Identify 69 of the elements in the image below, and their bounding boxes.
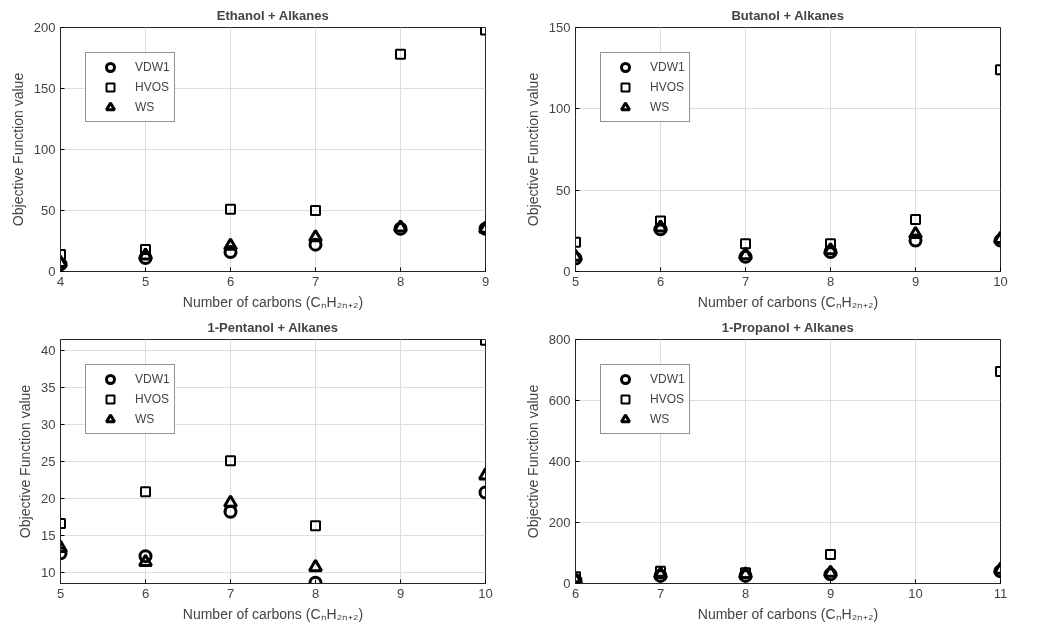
- x-tick-label: 6: [656, 273, 665, 289]
- x-tick-label: 8: [396, 273, 405, 289]
- y-tick-label: 800: [548, 332, 571, 347]
- legend-label: HVOS: [650, 392, 685, 406]
- legend-label: WS: [650, 100, 670, 114]
- y-tick-label: 150: [548, 20, 571, 35]
- x-tick-label: 9: [396, 585, 405, 601]
- legend-label: WS: [650, 412, 670, 426]
- y-axis-title: Objective Function value: [524, 384, 541, 539]
- y-tick-label: 40: [41, 343, 56, 359]
- y-tick-label: 200: [548, 515, 571, 530]
- y-tick-label: 100: [33, 142, 56, 157]
- y-tick-label: 50: [41, 203, 56, 218]
- x-tick-label: 9: [911, 273, 920, 289]
- y-tick-label: 0: [48, 264, 56, 279]
- legend-label: VDW1: [135, 60, 170, 74]
- x-tick-label: 11: [993, 585, 1008, 601]
- y-tick-label: 10: [41, 564, 56, 580]
- y-tick-label: 50: [556, 182, 571, 198]
- x-tick-label: 5: [571, 273, 580, 289]
- x-tick-label: 8: [826, 273, 835, 289]
- y-axis-title: Objective Function value: [9, 72, 26, 227]
- y-tick-label: 200: [33, 20, 56, 35]
- legend-label: WS: [135, 412, 155, 426]
- y-tick-label: 25: [41, 454, 56, 469]
- chart-title: Ethanol + Alkanes: [216, 7, 329, 23]
- y-tick-label: 35: [41, 380, 56, 396]
- x-tick-label: 9: [481, 273, 490, 289]
- x-tick-label: 7: [311, 273, 320, 289]
- x-axis-title: Number of carbons (CₙH₂ₙ₊₂): [697, 605, 879, 622]
- x-tick-label: 5: [56, 585, 65, 601]
- x-axis-title: Number of carbons (CₙH₂ₙ₊₂): [182, 605, 364, 622]
- x-axis-title: Number of carbons (CₙH₂ₙ₊₂): [697, 293, 879, 310]
- x-tick-label: 7: [656, 585, 665, 601]
- y-tick-label: 0: [563, 576, 571, 591]
- x-tick-label: 6: [141, 585, 150, 601]
- y-axis-title: Objective Function value: [524, 72, 541, 227]
- x-tick-label: 6: [226, 273, 235, 289]
- y-tick-label: 0: [563, 264, 571, 279]
- legend-label: HVOS: [135, 80, 170, 94]
- y-tick-label: 100: [548, 101, 571, 117]
- x-tick-label: 5: [141, 273, 150, 289]
- y-tick-label: 600: [548, 393, 571, 408]
- legend-label: VDW1: [650, 60, 685, 74]
- x-tick-label: 10: [993, 273, 1008, 289]
- x-tick-label: 8: [311, 585, 320, 601]
- y-tick-label: 150: [33, 81, 56, 96]
- x-tick-label: 7: [741, 273, 750, 289]
- legend-label: WS: [135, 100, 155, 114]
- legend-label: VDW1: [650, 372, 685, 386]
- x-tick-label: 10: [908, 585, 923, 601]
- x-tick-label: 8: [741, 585, 750, 601]
- y-axis-title: Objective Function value: [17, 384, 34, 539]
- chart-title: 1-Propanol + Alkanes: [721, 319, 854, 335]
- x-tick-label: 9: [826, 585, 835, 601]
- x-tick-label: 7: [226, 585, 235, 601]
- legend-label: HVOS: [650, 80, 685, 94]
- legend-label: HVOS: [135, 392, 170, 406]
- y-tick-label: 15: [41, 527, 56, 543]
- y-tick-label: 20: [41, 490, 56, 506]
- x-tick-label: 4: [56, 273, 65, 289]
- legend-label: VDW1: [135, 372, 170, 386]
- y-tick-label: 30: [41, 417, 56, 433]
- x-tick-label: 10: [478, 585, 493, 601]
- x-tick-label: 6: [571, 585, 580, 601]
- chart-title: 1-Pentanol + Alkanes: [207, 319, 339, 335]
- chart-title: Butanol + Alkanes: [731, 7, 845, 23]
- y-tick-label: 400: [548, 454, 571, 469]
- x-axis-title: Number of carbons (CₙH₂ₙ₊₂): [182, 293, 364, 310]
